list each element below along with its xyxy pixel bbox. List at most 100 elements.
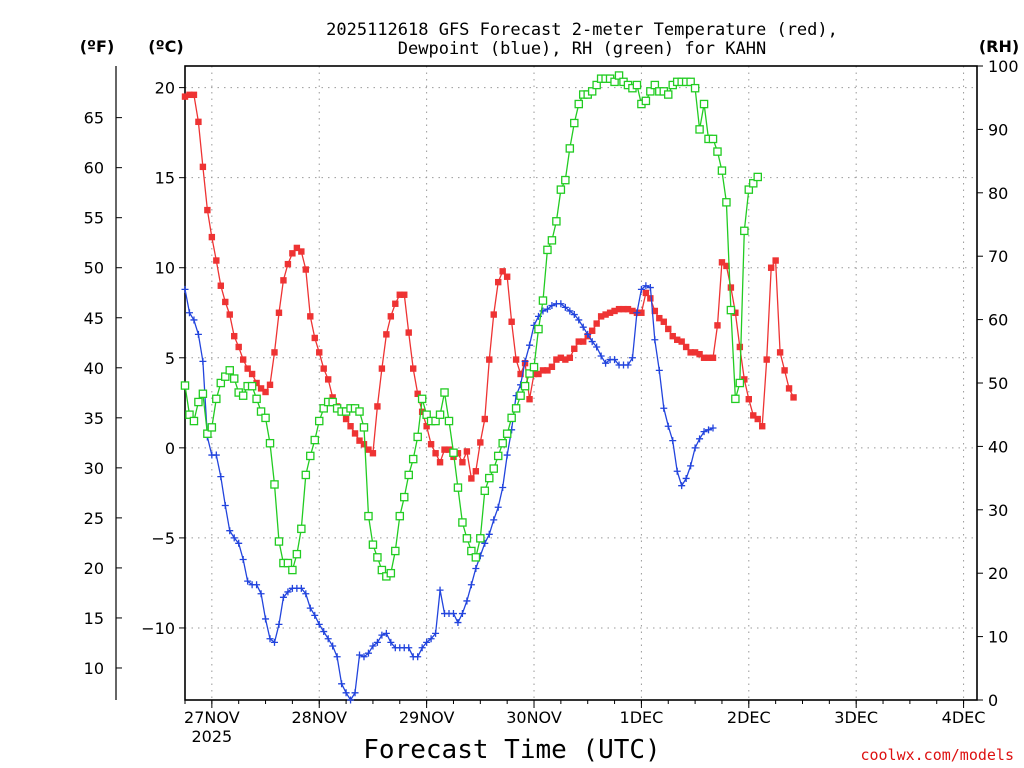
celsius-tick-label: 5 bbox=[165, 349, 175, 368]
rh-point bbox=[699, 99, 709, 109]
rh-point bbox=[731, 394, 740, 404]
rh-point bbox=[632, 80, 642, 90]
rh-point bbox=[565, 144, 575, 153]
temperature-point bbox=[401, 291, 408, 298]
dewpoint-point bbox=[539, 307, 547, 315]
rh-point bbox=[592, 80, 601, 90]
temperature-point bbox=[186, 91, 193, 99]
dewpoint-point bbox=[190, 316, 198, 324]
temperature-point bbox=[597, 313, 605, 320]
dewpoint-point bbox=[669, 437, 677, 445]
rh-point bbox=[391, 546, 400, 556]
temperature-point bbox=[347, 423, 354, 430]
rh-point bbox=[686, 77, 695, 87]
chart-title-line-2: Dewpoint (blue), RH (green) for KAHN bbox=[398, 39, 766, 59]
temperature-point bbox=[374, 403, 381, 410]
temperature-point bbox=[195, 118, 202, 126]
rh-point bbox=[422, 410, 431, 419]
dewpoint-point bbox=[646, 284, 654, 292]
x-axis-label: Forecast Time (UTC) bbox=[363, 735, 660, 765]
rh-point bbox=[610, 77, 619, 87]
rh-point bbox=[587, 87, 597, 96]
dewpoint-point bbox=[463, 597, 471, 605]
temperature-point bbox=[257, 385, 265, 392]
rh-point bbox=[359, 423, 369, 432]
dewpoint-point bbox=[449, 610, 457, 618]
rh-point bbox=[180, 381, 190, 390]
x-tick-label: 30NOV bbox=[506, 708, 562, 727]
x-tick-label: 3DEC bbox=[834, 708, 878, 727]
dewpoint-point bbox=[262, 615, 270, 623]
temperature-point bbox=[320, 365, 327, 372]
temperature-point bbox=[486, 356, 493, 363]
dewpoint-point bbox=[378, 631, 386, 639]
rh-point bbox=[252, 394, 261, 404]
series-layer bbox=[180, 71, 797, 704]
chart-title-line-1: 2025112618 GFS Forecast 2-meter Temperat… bbox=[326, 20, 838, 40]
dewpoint-point bbox=[454, 619, 462, 627]
dewpoint-point bbox=[678, 482, 686, 490]
dewpoint-point bbox=[557, 300, 565, 308]
temperature-point bbox=[638, 309, 645, 316]
dewpoint-point bbox=[275, 620, 283, 628]
dewpoint-point bbox=[387, 638, 395, 646]
rh-point bbox=[292, 549, 302, 559]
temperature-point bbox=[696, 350, 703, 358]
dewpoint-point bbox=[575, 316, 583, 324]
rh-point bbox=[328, 397, 337, 407]
dewpoint-point bbox=[673, 467, 681, 475]
rh-point bbox=[221, 372, 230, 381]
temperature-point bbox=[275, 309, 283, 316]
rh-point bbox=[690, 83, 700, 93]
rh-point bbox=[471, 553, 481, 562]
temperature-point bbox=[682, 343, 690, 351]
temperature-point bbox=[754, 415, 761, 423]
temperature-point bbox=[526, 396, 533, 403]
rh-point bbox=[529, 362, 539, 372]
temperature-point bbox=[454, 450, 462, 457]
temperature-point bbox=[226, 311, 233, 318]
rh-point bbox=[238, 391, 248, 400]
rh-point bbox=[525, 369, 534, 378]
rh-point bbox=[641, 96, 651, 106]
rh-point bbox=[498, 438, 507, 448]
temperature-point bbox=[517, 370, 524, 378]
dewpoint-point bbox=[364, 649, 372, 657]
dewpoint-point bbox=[566, 307, 574, 315]
temperature-point bbox=[548, 363, 556, 370]
temperature-point bbox=[369, 450, 377, 457]
temperature-point bbox=[732, 309, 739, 316]
fahrenheit-tick-label: 60 bbox=[84, 159, 104, 178]
rh-tick-label: 70 bbox=[988, 247, 1008, 266]
dewpoint-point bbox=[297, 584, 305, 592]
dewpoint-point bbox=[570, 311, 578, 319]
rh-point bbox=[744, 185, 754, 194]
temperature-point bbox=[410, 365, 417, 372]
temperature-point bbox=[414, 390, 421, 398]
rh-point bbox=[431, 416, 440, 426]
temperature-point bbox=[360, 441, 368, 448]
fahrenheit-tick-label: 25 bbox=[84, 509, 104, 528]
dewpoint-point bbox=[543, 305, 551, 313]
temperature-point bbox=[571, 345, 578, 352]
dewpoint-point bbox=[503, 451, 511, 459]
rh-point bbox=[319, 404, 328, 413]
temperature-point bbox=[293, 244, 301, 252]
rh-point bbox=[229, 374, 239, 383]
rh-point bbox=[646, 87, 655, 96]
dewpoint-point bbox=[597, 352, 605, 360]
temperature-point bbox=[405, 329, 412, 336]
dewpoint-point bbox=[311, 611, 319, 619]
temperature-point bbox=[280, 277, 287, 284]
temperature-point bbox=[298, 248, 305, 255]
rh-tick-label: 10 bbox=[988, 628, 1008, 647]
x-tick-label: 27NOV bbox=[184, 708, 240, 727]
dewpoint-point bbox=[611, 356, 619, 364]
rh-point bbox=[561, 175, 570, 185]
dewpoint-point bbox=[494, 503, 502, 511]
dewpoint-point bbox=[655, 366, 663, 374]
rh-point bbox=[261, 413, 270, 423]
rh-point bbox=[203, 429, 212, 438]
rh-point bbox=[444, 416, 454, 426]
